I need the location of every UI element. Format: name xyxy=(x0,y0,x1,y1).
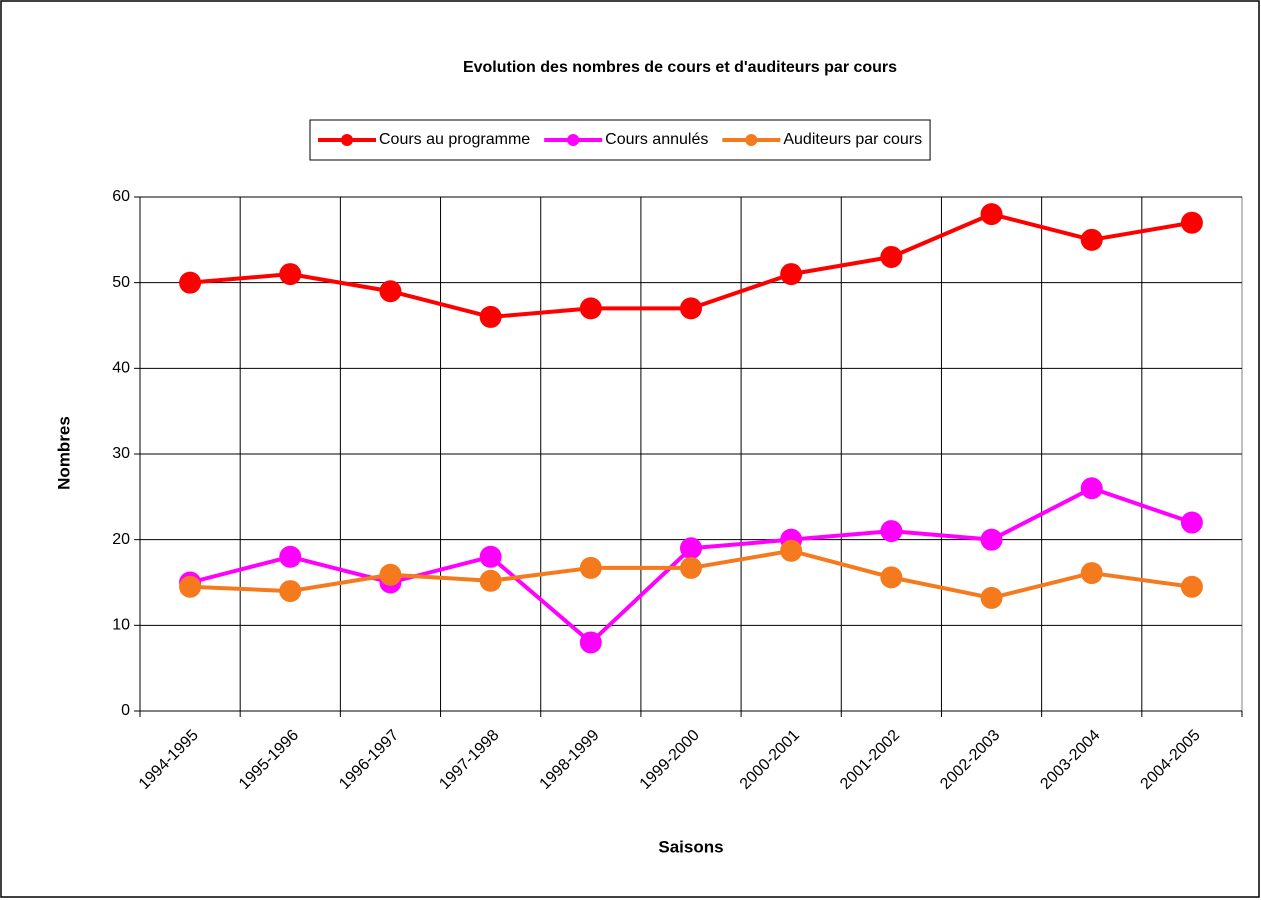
data-point xyxy=(880,245,903,268)
data-point xyxy=(780,539,803,562)
data-point xyxy=(1080,228,1103,251)
data-point xyxy=(880,520,903,543)
data-point xyxy=(279,263,302,286)
data-point xyxy=(479,545,502,568)
data-point xyxy=(379,563,402,586)
legend-marker xyxy=(341,134,353,146)
data-point xyxy=(1180,575,1203,598)
data-point xyxy=(279,545,302,568)
legend-marker xyxy=(745,134,758,146)
y-tick-label: 0 xyxy=(121,702,130,719)
y-axis-label: Nombres xyxy=(54,416,73,490)
legend-label: Cours annulés xyxy=(605,131,708,148)
legend-box xyxy=(309,119,931,161)
data-point xyxy=(1080,477,1103,500)
data-point xyxy=(479,569,502,592)
y-tick-label: 40 xyxy=(112,360,130,377)
data-point xyxy=(479,305,502,328)
y-tick-label: 50 xyxy=(112,274,130,291)
legend-marker xyxy=(567,134,580,146)
data-point xyxy=(579,631,602,654)
data-point xyxy=(1080,562,1103,585)
chart-title: Evolution des nombres de cours et d'audi… xyxy=(463,59,897,76)
data-point xyxy=(179,575,202,598)
data-point xyxy=(1180,511,1203,534)
data-point xyxy=(579,297,602,320)
y-tick-label: 20 xyxy=(112,531,130,548)
data-point xyxy=(680,297,702,320)
data-point xyxy=(1180,211,1203,234)
data-point xyxy=(179,271,202,294)
y-tick-label: 30 xyxy=(112,445,130,462)
data-point xyxy=(980,203,1003,226)
data-point xyxy=(780,263,803,286)
data-point xyxy=(379,280,402,303)
y-tick-label: 10 xyxy=(112,617,130,634)
data-point xyxy=(680,556,702,579)
y-tick-label: 60 xyxy=(112,188,130,205)
x-axis-label: Saisons xyxy=(658,837,723,856)
data-point xyxy=(279,580,302,603)
data-point xyxy=(579,556,602,579)
data-point xyxy=(980,528,1003,551)
legend-label: Cours au programme xyxy=(379,131,530,148)
data-point xyxy=(680,537,702,560)
legend-label: Auditeurs par cours xyxy=(783,131,922,148)
data-point xyxy=(880,566,903,589)
data-point xyxy=(980,586,1003,609)
